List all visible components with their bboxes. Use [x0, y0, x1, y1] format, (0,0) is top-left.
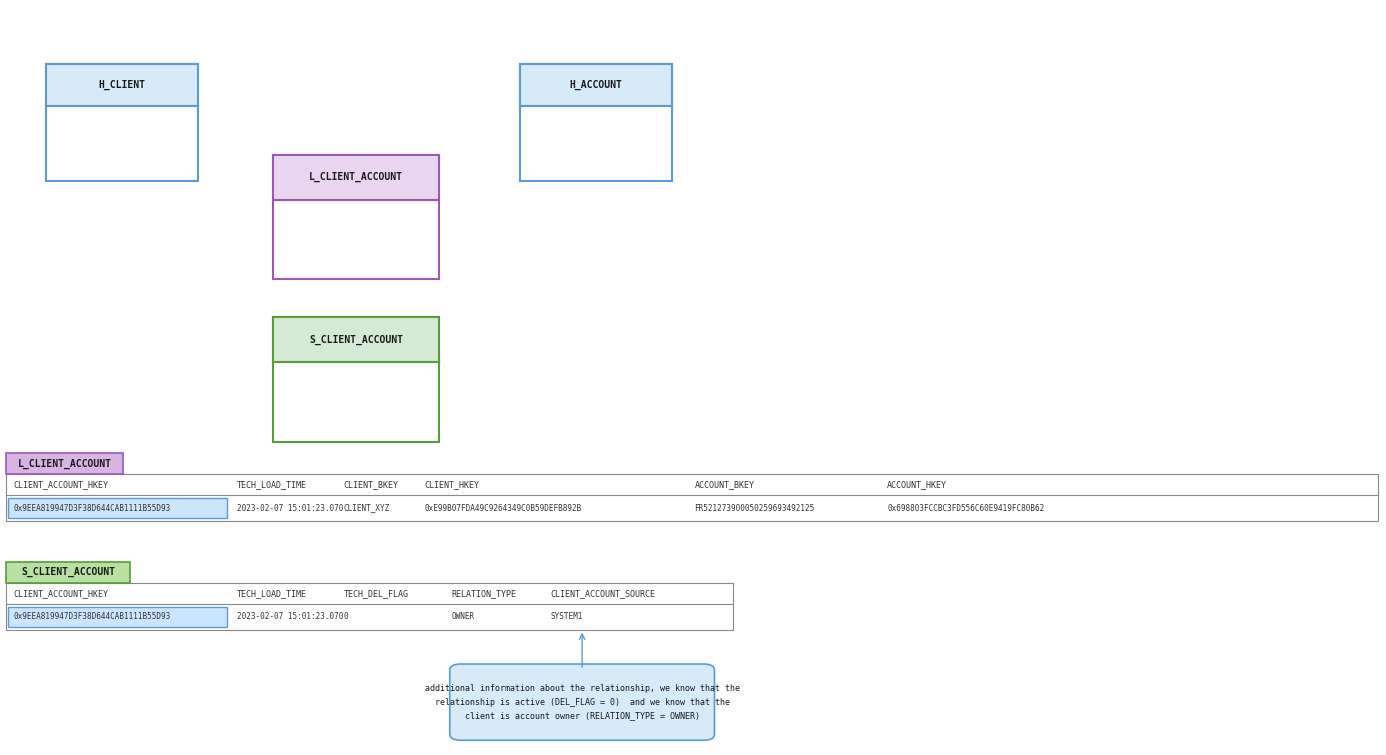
- Text: RELATION_TYPE: RELATION_TYPE: [452, 589, 517, 598]
- Bar: [273, 155, 439, 199]
- Bar: [6, 474, 1378, 521]
- Text: 0x9EEA819947D3F38D644CAB1111B55D93: 0x9EEA819947D3F38D644CAB1111B55D93: [14, 504, 170, 513]
- Bar: [6, 562, 130, 583]
- FancyBboxPatch shape: [449, 664, 715, 740]
- Bar: [273, 155, 439, 199]
- Text: CLIENT_ACCOUNT_SOURCE: CLIENT_ACCOUNT_SOURCE: [550, 589, 656, 598]
- Bar: [273, 317, 439, 362]
- Text: CLIENT_HKEY: CLIENT_HKEY: [424, 480, 480, 489]
- Text: H_CLIENT: H_CLIENT: [98, 80, 146, 91]
- Text: TECH_LOAD_TIME: TECH_LOAD_TIME: [237, 480, 308, 489]
- Text: 0: 0: [344, 612, 348, 621]
- Text: SYSTEM1: SYSTEM1: [550, 612, 582, 621]
- Text: CLIENT_BKEY: CLIENT_BKEY: [344, 480, 399, 489]
- Text: L_CLIENT_ACCOUNT: L_CLIENT_ACCOUNT: [18, 458, 111, 469]
- Bar: [273, 155, 439, 279]
- Bar: [273, 317, 439, 362]
- Text: 0x698803FCCBC3FD556C60E9419FC80B62: 0x698803FCCBC3FD556C60E9419FC80B62: [887, 504, 1044, 513]
- Text: additional information about the relationship, we know that the
relationship is : additional information about the relatio…: [424, 685, 740, 720]
- Text: FR521273900050259693492125: FR521273900050259693492125: [694, 504, 815, 513]
- Text: CLIENT_ACCOUNT_HKEY: CLIENT_ACCOUNT_HKEY: [14, 480, 109, 489]
- Text: S_CLIENT_ACCOUNT: S_CLIENT_ACCOUNT: [309, 334, 403, 344]
- Bar: [520, 64, 672, 181]
- Text: TECH_DEL_FLAG: TECH_DEL_FLAG: [344, 589, 409, 598]
- Text: H_ACCOUNT: H_ACCOUNT: [570, 80, 622, 91]
- Bar: [520, 64, 672, 106]
- Bar: [8, 498, 227, 518]
- Text: TECH_LOAD_TIME: TECH_LOAD_TIME: [237, 589, 308, 598]
- Bar: [6, 453, 123, 474]
- Text: 2023-02-07 15:01:23.070: 2023-02-07 15:01:23.070: [237, 504, 344, 513]
- Text: 0xE99B07FDA49C9264349C0B59DEFB892B: 0xE99B07FDA49C9264349C0B59DEFB892B: [424, 504, 581, 513]
- Bar: [8, 607, 227, 627]
- Text: 0x9EEA819947D3F38D644CAB1111B55D93: 0x9EEA819947D3F38D644CAB1111B55D93: [14, 612, 170, 621]
- Text: ACCOUNT_HKEY: ACCOUNT_HKEY: [887, 480, 947, 489]
- Bar: [273, 317, 439, 442]
- Text: ACCOUNT_BKEY: ACCOUNT_BKEY: [694, 480, 754, 489]
- Text: S_CLIENT_ACCOUNT: S_CLIENT_ACCOUNT: [21, 567, 115, 578]
- Text: CLIENT_ACCOUNT_HKEY: CLIENT_ACCOUNT_HKEY: [14, 589, 109, 598]
- Bar: [46, 64, 198, 106]
- Bar: [46, 64, 198, 106]
- Bar: [46, 64, 198, 181]
- Bar: [520, 64, 672, 106]
- Text: 2023-02-07 15:01:23.070: 2023-02-07 15:01:23.070: [237, 612, 344, 621]
- Text: L_CLIENT_ACCOUNT: L_CLIENT_ACCOUNT: [309, 172, 403, 182]
- Text: CLIENT_XYZ: CLIENT_XYZ: [344, 504, 389, 513]
- Bar: [6, 583, 733, 630]
- Text: OWNER: OWNER: [452, 612, 475, 621]
